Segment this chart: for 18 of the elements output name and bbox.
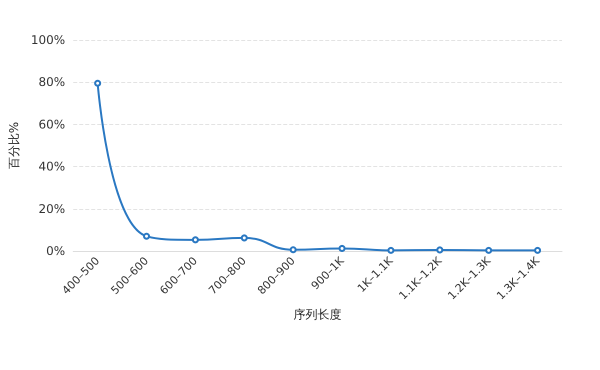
- point: [192, 236, 199, 244]
- y-axis-title: 百分比%: [7, 122, 21, 170]
- point: [94, 80, 102, 87]
- point: [436, 246, 444, 254]
- point: [290, 246, 297, 254]
- point: [143, 232, 150, 240]
- y-tick-label: 0%: [46, 244, 66, 258]
- y-tick-label: 40%: [38, 160, 66, 174]
- point: [534, 246, 542, 254]
- point: [338, 244, 346, 252]
- point: [485, 246, 492, 254]
- y-tick-label: 80%: [38, 75, 66, 90]
- x-axis-title: 序列长度: [294, 308, 342, 322]
- point: [240, 234, 248, 242]
- y-tick-label: 60%: [38, 117, 66, 132]
- point: [387, 246, 394, 254]
- y-tick-label: 100%: [30, 33, 66, 47]
- y-tick-label: 20%: [38, 202, 66, 216]
